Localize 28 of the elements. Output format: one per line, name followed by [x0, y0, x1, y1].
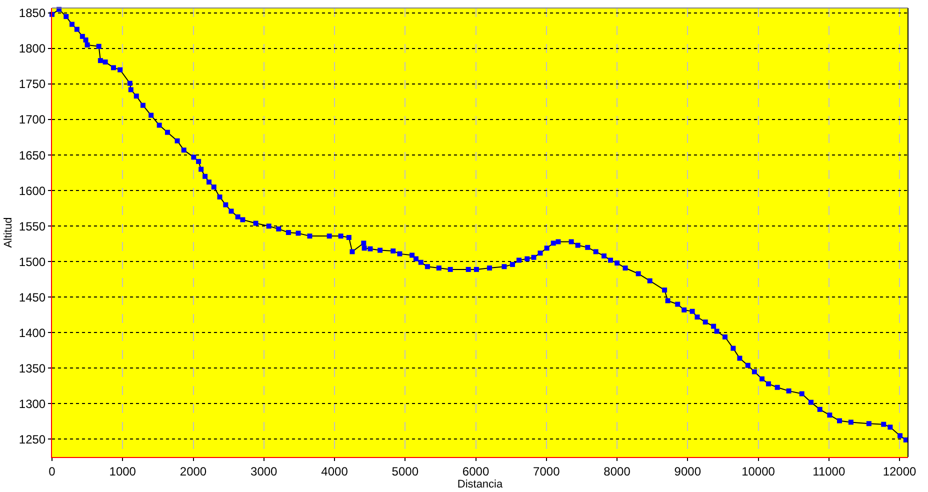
x-tick-label: 1000: [109, 464, 136, 478]
y-tick-label: 1600: [18, 184, 46, 198]
x-tick-label: 9000: [674, 464, 702, 478]
x-tick-label: 4000: [321, 464, 348, 478]
y-tick-label: 1350: [18, 361, 46, 376]
y-tick-label: 1550: [18, 219, 46, 234]
x-tick-label: 7000: [533, 464, 560, 478]
x-tick-label: 3000: [250, 464, 278, 478]
y-tick-label: 1250: [18, 432, 46, 446]
x-tick-label: 12000: [882, 464, 917, 478]
x-tick-label: 8000: [604, 464, 631, 478]
y-tick-label: 1650: [18, 148, 46, 162]
x-axis-title: Distancia: [457, 478, 504, 491]
x-tick-label: 0: [48, 464, 56, 478]
y-tick-label: 1400: [18, 326, 46, 340]
x-tick-label: 5000: [392, 464, 419, 478]
y-tick-label: 1850: [18, 6, 46, 20]
y-tick-label: 1500: [18, 254, 46, 269]
x-tick-label: 10000: [742, 464, 776, 478]
y-tick-label: 1450: [18, 290, 46, 304]
x-tick-label: 6000: [462, 464, 490, 478]
y-tick-label: 1300: [18, 396, 46, 411]
y-tick-label: 1800: [18, 42, 46, 56]
y-tick-label: 1750: [18, 77, 46, 92]
y-axis-title: Altitud: [2, 217, 15, 248]
x-tick-label: 2000: [180, 464, 207, 478]
y-tick-label: 1700: [18, 112, 46, 127]
x-tick-label: 11000: [812, 464, 846, 478]
